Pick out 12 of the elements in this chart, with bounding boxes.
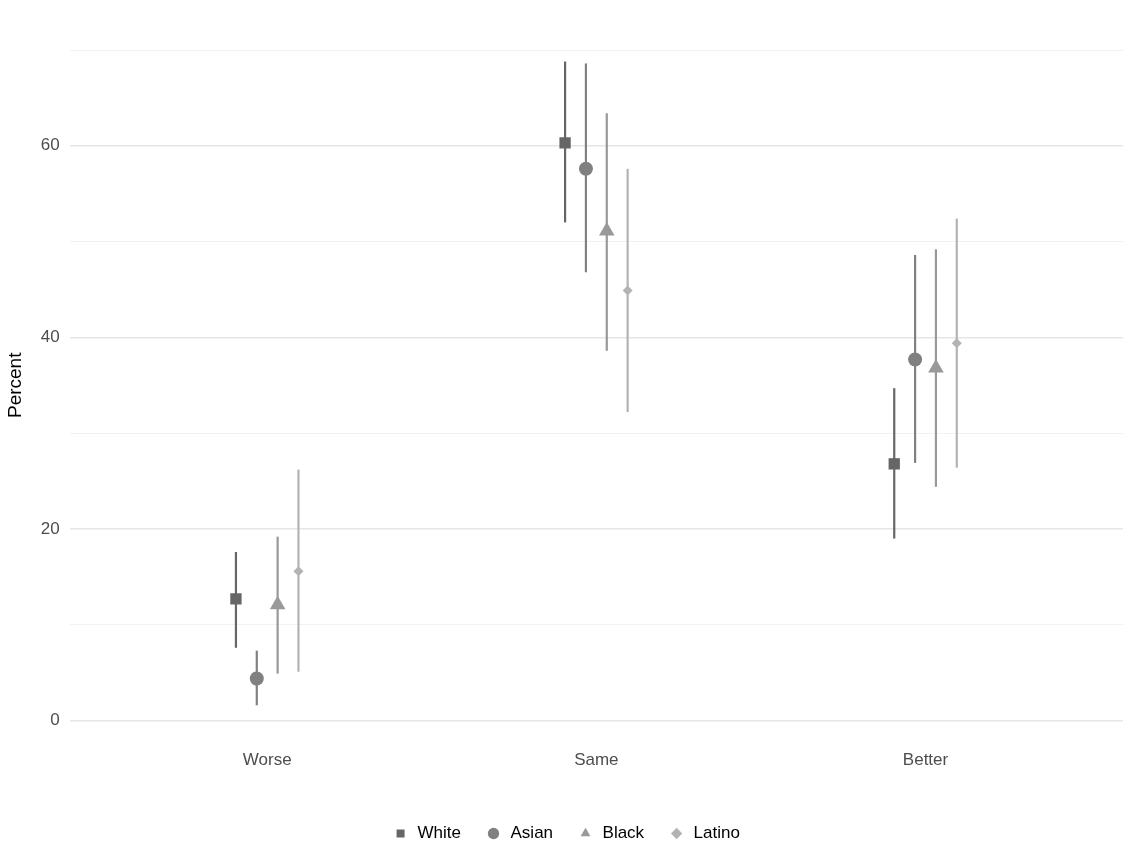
y-tick-label: 40 [40,327,60,347]
legend-label: Black [602,823,645,843]
x-tick-label: Same [574,750,619,770]
legend-label: Asian [510,823,554,843]
y-tick-label: 20 [40,518,60,538]
x-tick-label: Worse [242,750,292,770]
y-tick-label: 0 [50,710,60,730]
y-tick-label: 60 [40,135,60,155]
y-axis-title: Percent [3,351,25,419]
legend-label: White [417,823,462,843]
legend-label: Latino [693,823,740,843]
x-tick-label: Better [902,750,949,770]
